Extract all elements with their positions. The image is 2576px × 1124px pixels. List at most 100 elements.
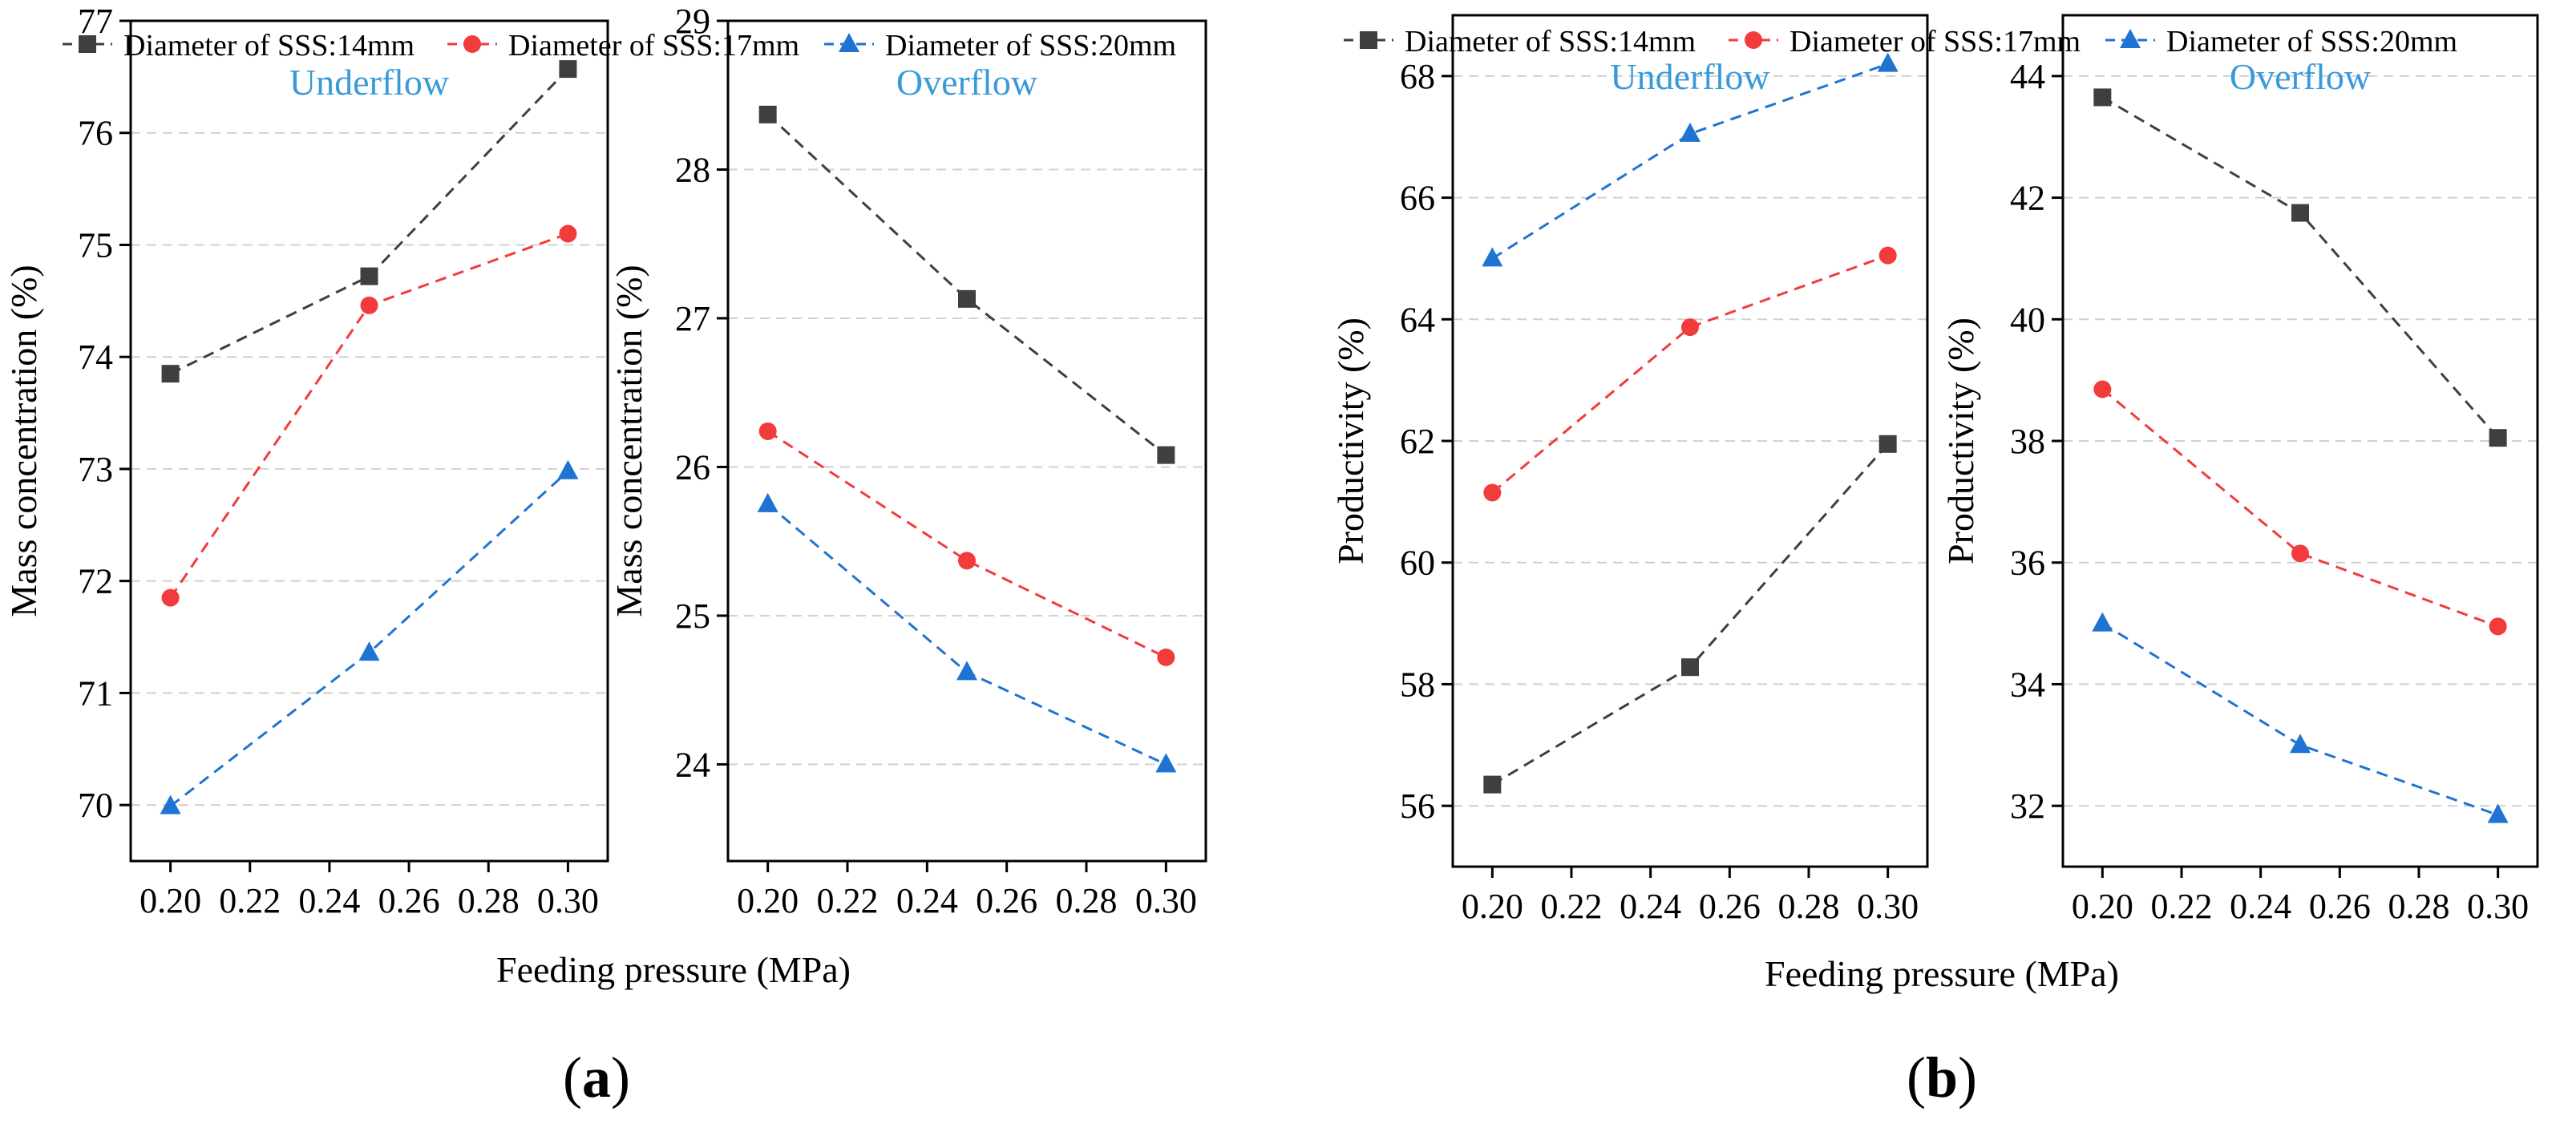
y-tick-label-a-overflow: 29 [675, 2, 710, 41]
y-tick-label-b-overflow: 42 [2010, 179, 2045, 218]
legend-b: Diameter of SSS:14mm Diameter of SSS:17mm… [1344, 25, 2457, 59]
y-tick-label-b-underflow: 68 [1400, 57, 1435, 96]
data-point-17mm-b-underflow [1681, 318, 1699, 337]
legend-label-17mm-a: Diameter of SSS:17mm [508, 29, 799, 63]
panel-b-underflow: 56 58 60 62 64 66 68 0.20 0.22 0.24 0.26 0.28 0.30 Un… [1330, 14, 1929, 926]
data-point-17mm-a-overflow [758, 422, 777, 440]
plot-frame-a-underflow [129, 19, 609, 863]
series-line-17mm-a-underflow [169, 232, 568, 599]
legend-label-14mm-b: Diameter of SSS:14mm [1405, 25, 1696, 59]
data-point-20mm-a-overflow [956, 661, 977, 681]
x-tick-label-b-overflow: 0.28 [2388, 887, 2450, 926]
y-tick-label-b-underflow: 62 [1400, 422, 1435, 461]
legend-label-14mm-a: Diameter of SSS:14mm [123, 29, 415, 63]
figure-label-a-close: ) [611, 1045, 630, 1110]
y-axis-title-b-underflow: Productivity (%) [1330, 317, 1371, 564]
x-tick-label-a-overflow: 0.26 [976, 881, 1037, 920]
data-point-14mm-a-overflow [758, 105, 777, 123]
y-axis-title-b-overflow: Productivity (%) [1940, 317, 1981, 564]
data-point-20mm-a-overflow [1155, 753, 1177, 773]
data-point-17mm-a-underflow [161, 588, 180, 607]
legend-marker-14mm-b [1360, 31, 1377, 49]
x-tick-label-a-underflow: 0.30 [537, 881, 599, 920]
legend-marker-17mm-a [463, 35, 481, 53]
data-point-20mm-b-overflow [2092, 612, 2113, 632]
legend-label-20mm-b: Diameter of SSS:20mm [2166, 25, 2457, 59]
data-point-20mm-a-underflow [160, 794, 181, 815]
y-tick-label-b-underflow: 66 [1400, 179, 1435, 218]
figure-label-b-letter: b [1926, 1045, 1958, 1110]
y-axis-title-a-underflow: Mass concentration (%) [3, 265, 44, 617]
x-tick-label-b-overflow: 0.30 [2467, 887, 2529, 926]
plot-frame-a-overflow [726, 19, 1207, 863]
y-tick-label-a-underflow: 70 [78, 786, 113, 825]
data-point-14mm-a-underflow [360, 267, 378, 285]
data-point-17mm-b-overflow [2489, 617, 2507, 636]
x-tick-label-b-overflow: 0.26 [2309, 887, 2371, 926]
y-tick-label-b-overflow: 36 [2010, 544, 2045, 583]
series-line-20mm-a-overflow [766, 503, 1167, 766]
data-point-14mm-b-overflow [2291, 204, 2309, 222]
series-line-20mm-b-overflow [2101, 622, 2499, 816]
figure-label-a: (a) [563, 1045, 630, 1110]
data-point-17mm-b-overflow [2291, 544, 2309, 563]
data-point-20mm-a-underflow [557, 459, 579, 479]
data-point-20mm-b-underflow [1877, 52, 1899, 72]
y-tick-label-a-overflow: 26 [675, 447, 710, 487]
data-point-20mm-a-overflow [757, 492, 778, 512]
series-line-17mm-b-underflow [1491, 254, 1889, 494]
data-point-17mm-b-underflow [1483, 483, 1502, 502]
panel-b-overflow: 32 34 36 38 40 42 44 0.20 0.22 0.24 0.26 0.28 0.30 Ov… [1940, 14, 2539, 926]
panel-title-a-underflow: Underflow [289, 62, 450, 103]
x-tick-label-b-overflow: 0.24 [2230, 887, 2291, 926]
y-tick-label-b-overflow: 32 [2010, 786, 2045, 826]
series-line-14mm-b-underflow [1491, 443, 1889, 786]
series-line-20mm-a-underflow [169, 470, 569, 807]
y-tick-label-b-underflow: 56 [1400, 786, 1435, 826]
series-line-14mm-a-overflow [766, 113, 1167, 456]
x-tick-label-b-overflow: 0.22 [2151, 887, 2213, 926]
y-tick-label-a-overflow: 25 [675, 596, 710, 636]
y-tick-label-b-overflow: 44 [2010, 57, 2045, 96]
series-line-14mm-a-underflow [169, 68, 569, 375]
y-tick-label-a-underflow: 76 [78, 114, 113, 153]
data-point-20mm-b-overflow [2487, 803, 2509, 823]
legend-label-20mm-a: Diameter of SSS:20mm [885, 29, 1176, 63]
figure-label-a-letter: a [582, 1045, 611, 1110]
series-line-20mm-b-underflow [1491, 63, 1889, 260]
y-axis-title-a-overflow: Mass concentration (%) [609, 265, 649, 617]
panel-a-overflow: 24 25 26 27 28 29 0.20 0.22 0.24 0.26 0.28 0.30 Over… [609, 2, 1207, 920]
data-point-14mm-b-underflow [1878, 435, 1897, 453]
data-point-17mm-b-underflow [1878, 246, 1897, 265]
data-point-14mm-a-underflow [161, 365, 180, 383]
y-tick-label-b-underflow: 60 [1400, 544, 1435, 583]
panel-title-a-overflow: Overflow [896, 62, 1038, 103]
data-point-14mm-a-overflow [1157, 446, 1175, 464]
x-tick-label-a-overflow: 0.28 [1056, 881, 1118, 920]
data-point-20mm-b-overflow [2290, 734, 2311, 754]
data-point-14mm-a-underflow [559, 60, 577, 79]
data-point-20mm-b-underflow [1680, 122, 1700, 142]
x-axis-title-a: Feeding pressure (MPa) [496, 949, 851, 990]
y-tick-label-a-underflow: 73 [78, 450, 113, 489]
y-tick-label-b-overflow: 38 [2010, 422, 2045, 461]
series-line-17mm-a-overflow [766, 430, 1167, 659]
x-tick-label-a-underflow: 0.26 [378, 881, 440, 920]
legend-marker-20mm-a [839, 33, 859, 52]
data-point-14mm-b-underflow [1681, 658, 1699, 677]
y-tick-label-b-overflow: 40 [2010, 300, 2045, 339]
data-point-17mm-b-overflow [2093, 380, 2112, 398]
x-tick-label-b-overflow: 0.20 [2072, 887, 2133, 926]
data-point-17mm-a-underflow [360, 296, 378, 314]
panel-title-b-overflow: Overflow [2230, 56, 2372, 97]
y-tick-label-b-underflow: 58 [1400, 665, 1435, 704]
data-point-14mm-b-overflow [2093, 88, 2112, 107]
y-tick-label-a-underflow: 75 [78, 225, 113, 265]
panel-title-b-underflow: Underflow [1610, 56, 1770, 97]
x-tick-label-b-underflow: 0.26 [1699, 887, 1761, 926]
legend-a: Diameter of SSS:14mm Diameter of SSS:17mm… [63, 29, 1176, 63]
x-tick-label-b-underflow: 0.30 [1857, 887, 1919, 926]
data-point-14mm-b-overflow [2489, 429, 2507, 447]
figure-label-a-open: ( [563, 1045, 582, 1110]
